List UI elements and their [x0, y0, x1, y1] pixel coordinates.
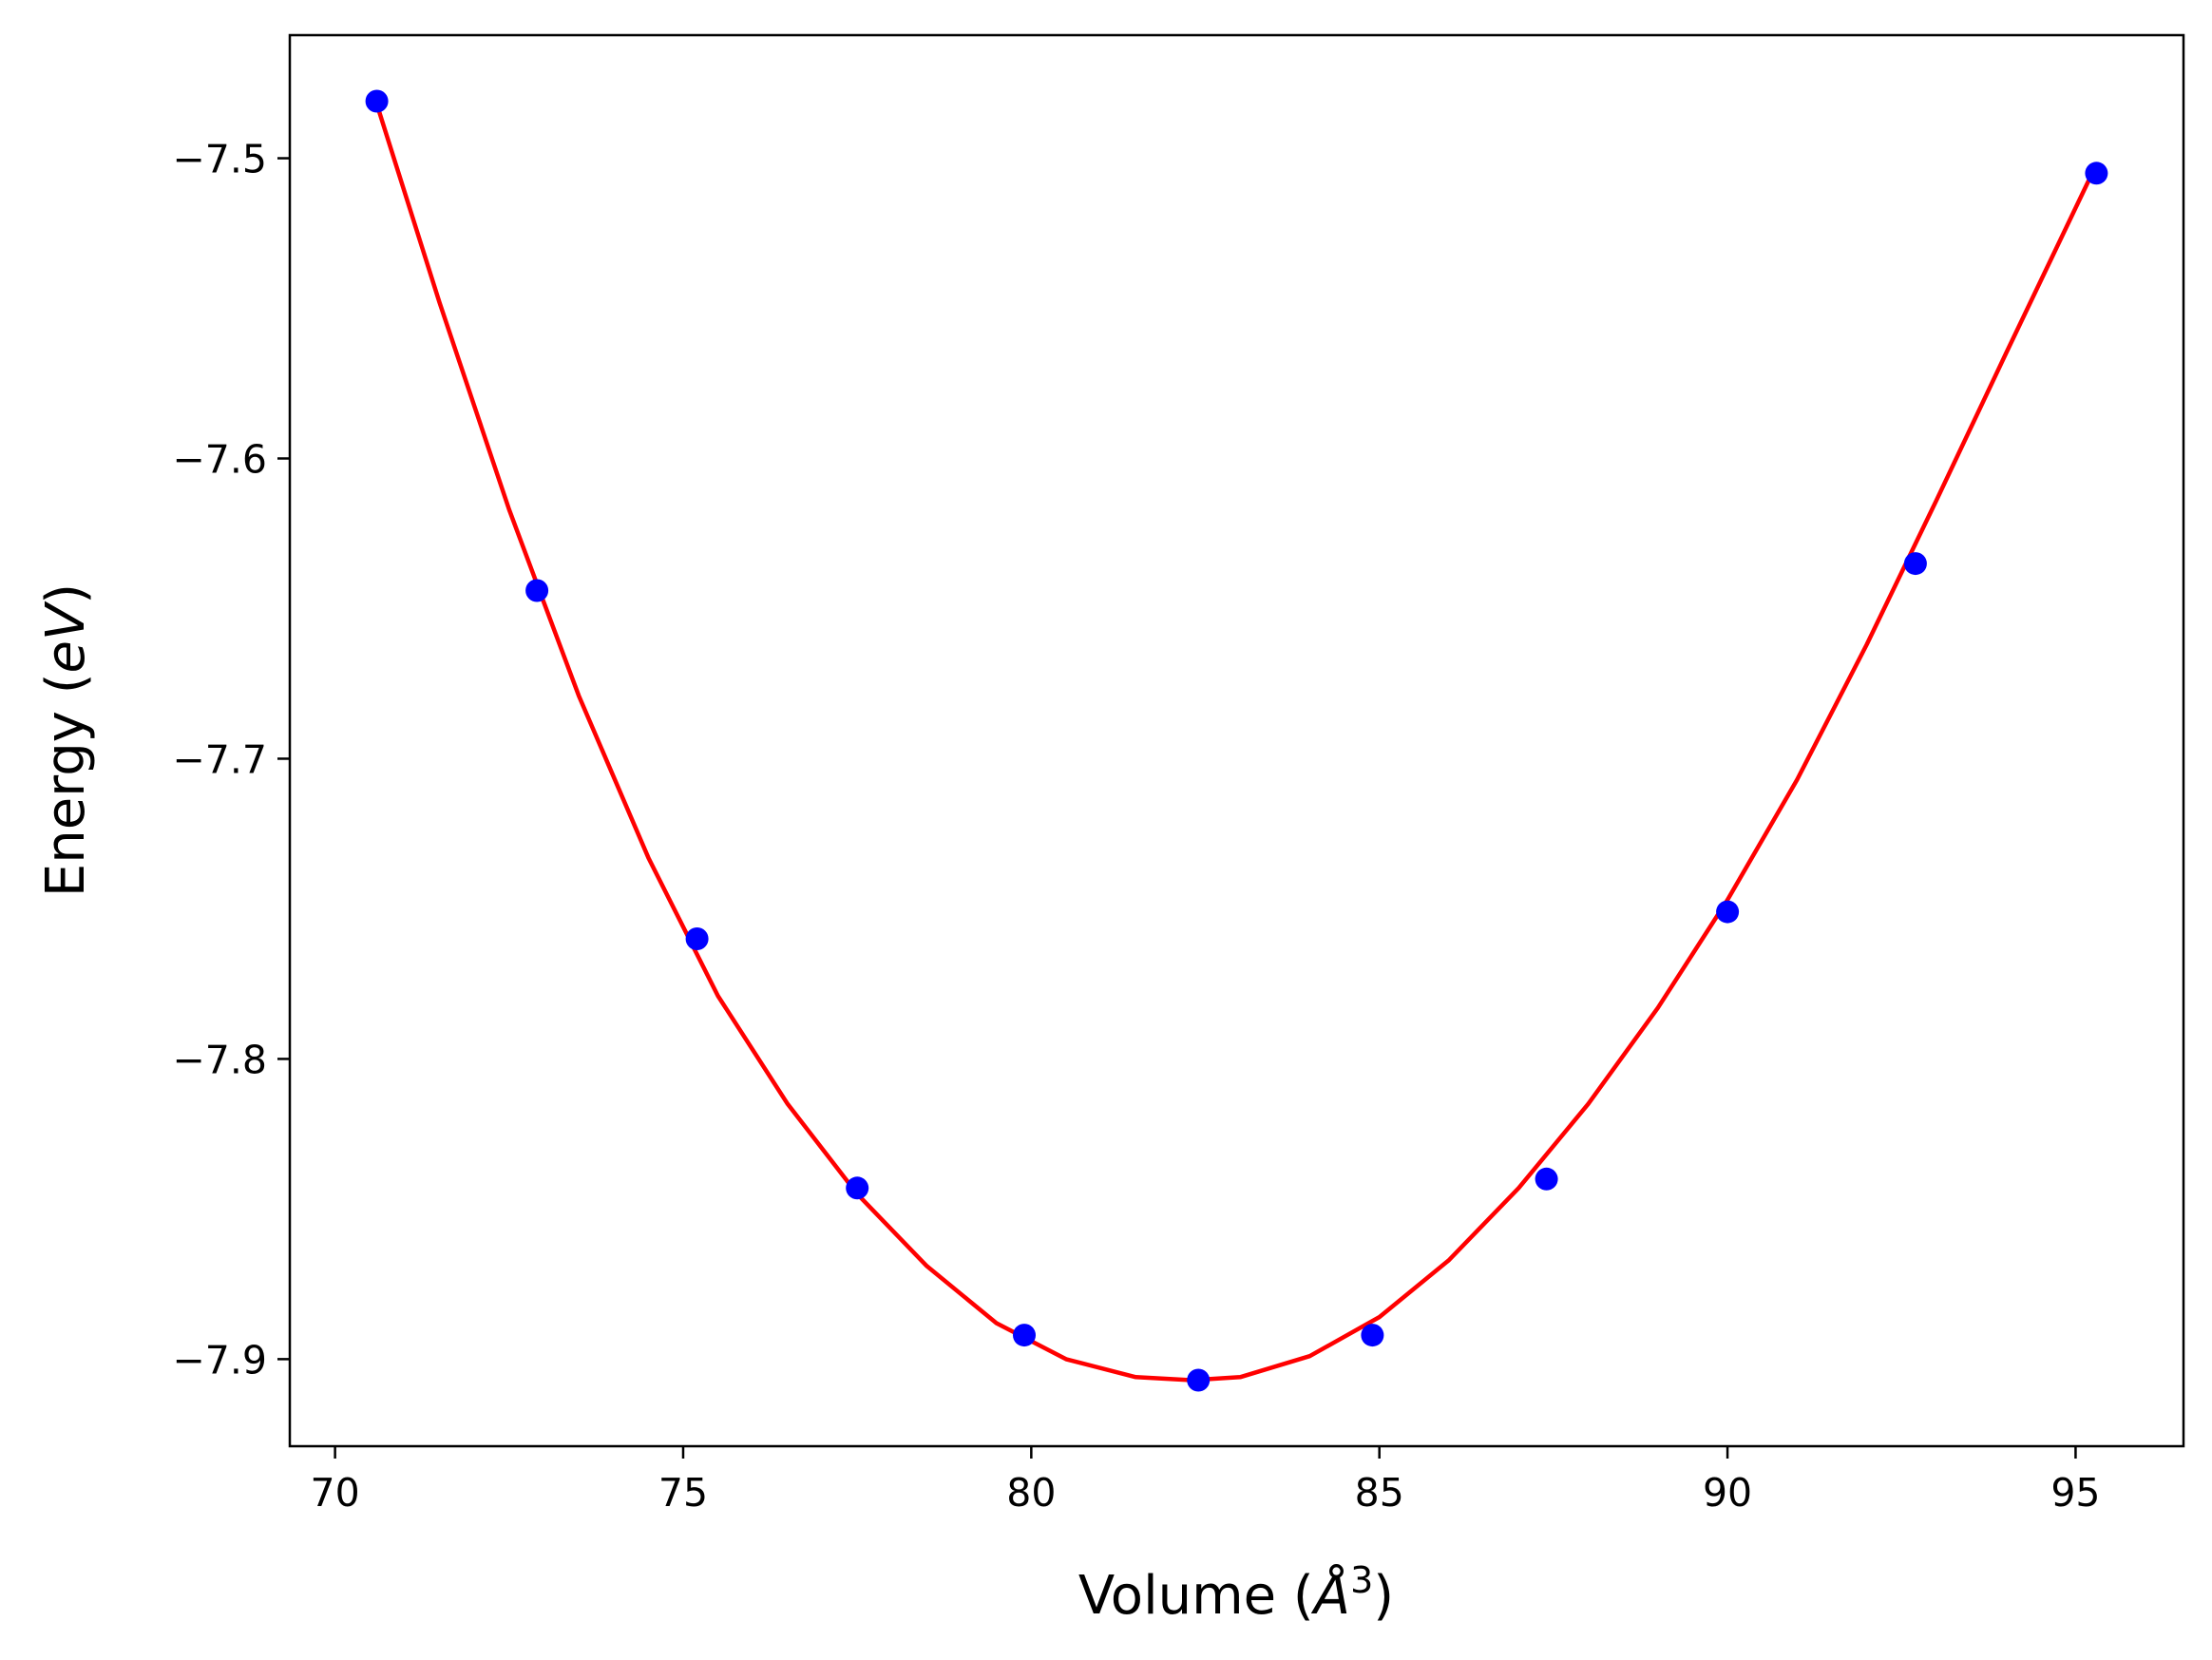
data-point [1903, 552, 1927, 576]
x-tick-label: 90 [1703, 1470, 1752, 1516]
x-tick-label: 75 [658, 1470, 708, 1516]
x-axis-label-prefix: Volume ( [1078, 1565, 1314, 1627]
y-axis-label-unit: eV [35, 601, 97, 673]
data-points-layer [365, 89, 2108, 1392]
data-point [2085, 162, 2108, 185]
x-tick-label: 85 [1355, 1470, 1404, 1516]
data-point [846, 1176, 869, 1200]
y-tick-label: −7.7 [172, 736, 267, 782]
y-axis: −7.5 −7.6 −7.7 −7.8 −7.9 [172, 137, 290, 1383]
data-point [525, 579, 549, 602]
y-axis-label-prefix: Energy ( [35, 673, 97, 897]
data-point [1716, 900, 1740, 924]
data-point [1535, 1167, 1558, 1191]
x-tick-label: 95 [2050, 1470, 2100, 1516]
y-tick-label: −7.5 [172, 137, 267, 182]
x-axis-label: Volume (Å3) [1078, 1559, 1394, 1627]
x-tick-label: 80 [1006, 1470, 1056, 1516]
plot-frame [288, 33, 2185, 1448]
y-tick-label: −7.9 [172, 1337, 267, 1383]
fit-curve-layer [374, 104, 2099, 1383]
y-tick-label: −7.6 [172, 437, 267, 483]
x-axis-label-suffix: ) [1373, 1565, 1394, 1627]
x-tick-label: 70 [311, 1470, 360, 1516]
y-tick-label: −7.8 [172, 1037, 267, 1082]
y-axis-label-suffix: ) [35, 583, 97, 604]
fit-curve [374, 104, 2099, 1383]
x-axis: 70 75 80 85 90 95 [311, 1446, 2101, 1516]
data-point [1187, 1368, 1211, 1392]
x-axis-label-symbol: Å [1311, 1564, 1350, 1627]
data-point [365, 89, 389, 113]
data-point [685, 927, 709, 950]
data-point [1361, 1324, 1384, 1347]
data-point [1013, 1324, 1036, 1347]
x-axis-label-exponent: 3 [1350, 1559, 1373, 1601]
y-axis-label: Energy (eV) [35, 583, 97, 897]
